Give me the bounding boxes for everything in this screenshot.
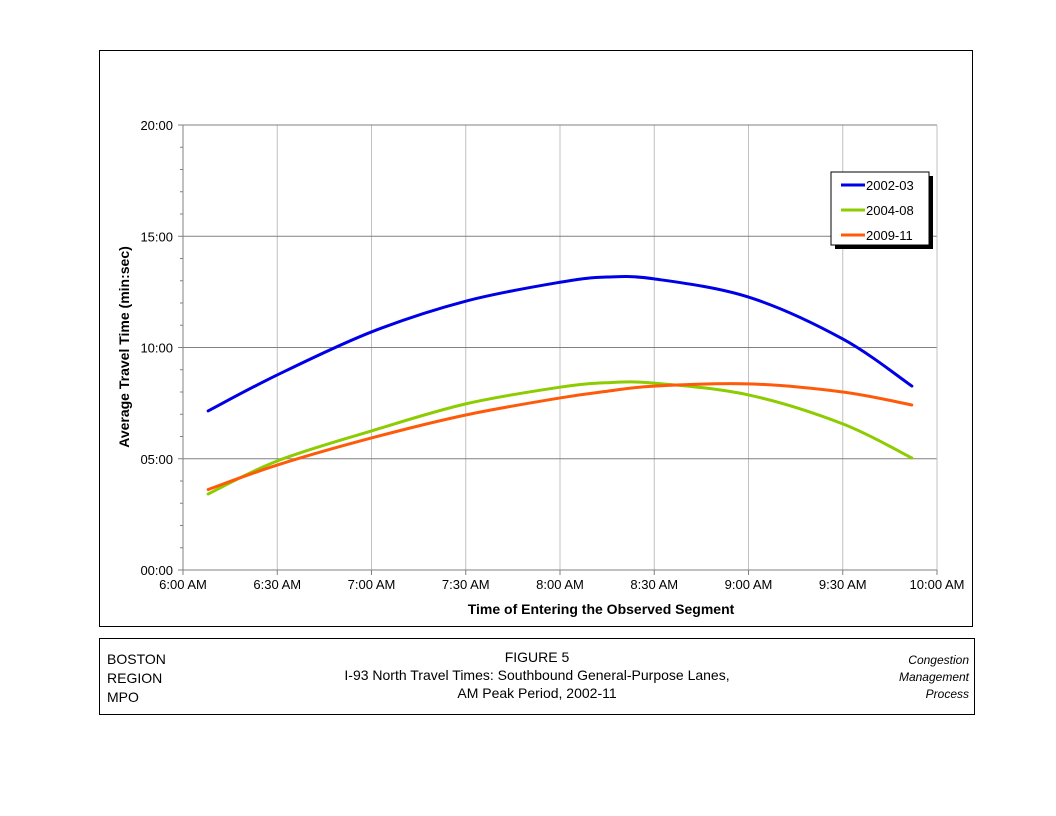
series-line-2002-03: [206, 275, 914, 413]
figure-title: FIGURE 5 I-93 North Travel Times: Southb…: [100, 648, 974, 702]
x-tick-label: 8:00 AM: [536, 577, 584, 592]
series-lines: [206, 275, 914, 496]
figure-title-line: I-93 North Travel Times: Southbound Gene…: [344, 667, 730, 683]
y-axis-label: Average Travel Time (min:sec): [116, 246, 132, 448]
legend-label: 2004-08: [866, 203, 914, 218]
org-line: BOSTON: [107, 651, 166, 667]
legend-label: 2009-11: [866, 228, 913, 243]
legend: 2002-03 2004-08 2009-11: [830, 171, 933, 249]
x-tick-label: 6:00 AM: [159, 577, 207, 592]
process-name: Congestion Management Process: [899, 652, 969, 703]
process-line: Management: [898, 670, 969, 684]
series-line-2009-11: [206, 382, 914, 492]
x-tick-label: 9:30 AM: [819, 577, 867, 592]
y-tick-label: 10:00: [140, 341, 173, 356]
x-tick-label: 6:30 AM: [253, 577, 301, 592]
y-tick-label: 00:00: [140, 563, 173, 578]
x-tick-label: 9:00 AM: [725, 577, 773, 592]
chart-frame: [99, 50, 973, 627]
process-line: Process: [925, 687, 969, 701]
axes: 6:00 AM 6:30 AM 7:00 AM 7:30 AM 8:00 AM 8:30 …: [140, 118, 964, 592]
legend-label: 2002-03: [866, 178, 914, 193]
x-tick-label: 7:00 AM: [348, 577, 396, 592]
org-line: MPO: [107, 689, 139, 705]
org-line: REGION: [107, 670, 163, 686]
travel-time-chart: 6:00 AM 6:30 AM 7:00 AM 7:30 AM 8:00 AM 8:30 …: [116, 118, 964, 617]
gridlines: [183, 124, 938, 571]
y-tick-label: 20:00: [140, 118, 173, 133]
x-axis-label: Time of Entering the Observed Segment: [468, 601, 735, 617]
x-tick-label: 10:00 AM: [910, 577, 965, 592]
y-tick-label: 05:00: [140, 452, 173, 467]
figure-title-line: AM Peak Period, 2002-11: [457, 685, 617, 701]
figure-number: FIGURE 5: [504, 649, 570, 665]
y-tick-label: 15:00: [140, 229, 173, 244]
series-line-2004-08: [206, 380, 914, 496]
x-tick-label: 8:30 AM: [630, 577, 678, 592]
organization-name: BOSTON REGION MPO: [107, 650, 166, 707]
figure-caption-box: BOSTON REGION MPO FIGURE 5 I-93 North Tr…: [99, 638, 975, 715]
x-tick-label: 7:30 AM: [442, 577, 490, 592]
process-line: Congestion: [908, 653, 969, 667]
